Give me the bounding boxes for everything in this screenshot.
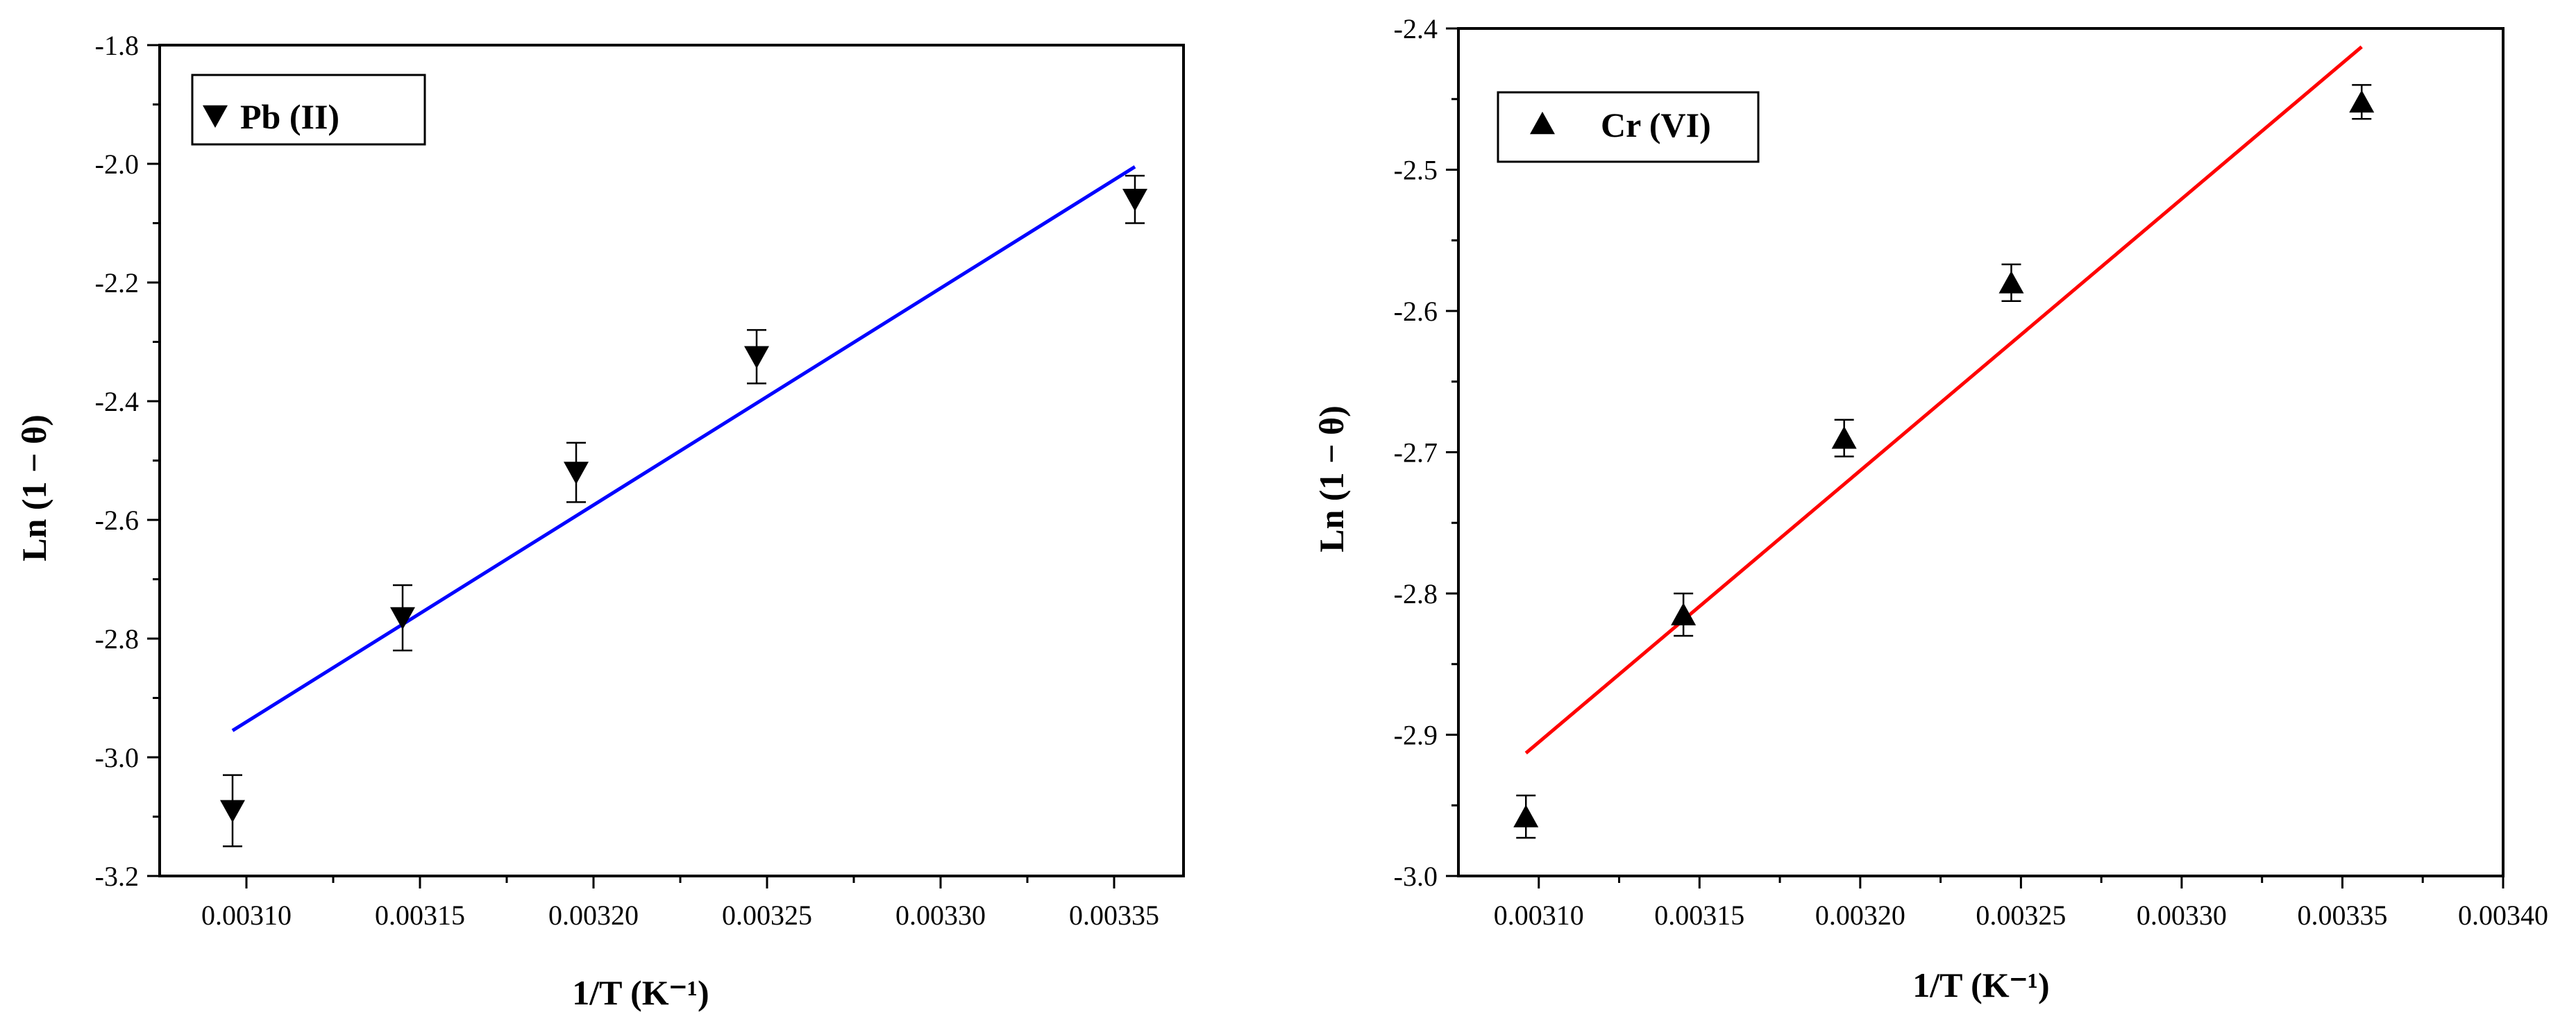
pb-y-axis-title: Ln (1 − θ) [15, 414, 53, 562]
pb-y-tick-label: -3.0 [95, 742, 139, 773]
cr-y-tick-label: -2.9 [1394, 720, 1438, 751]
cr-y-tick-label: -2.7 [1394, 437, 1438, 469]
cr-chart-panel: 1/T (K⁻¹) Ln (1 − θ) 0.00310 0.00315 0.003… [1312, 13, 2548, 1004]
cr-data-point [1513, 804, 1539, 827]
pb-legend-box [191, 74, 426, 146]
pb-plot-frame [158, 44, 1185, 877]
cr-data-point [1998, 271, 2024, 294]
pb-data-point [220, 800, 245, 823]
pb-chart-panel: 1/T (K⁻¹) Ln (1 − θ) 0.00310 0.00315 0.003… [15, 30, 1185, 1012]
pb-y-tick-label: -2.6 [95, 505, 139, 536]
cr-y-tick-label: -2.4 [1394, 13, 1438, 44]
pb-x-tick-label: 0.00330 [895, 900, 986, 931]
pb-legend-label: Pb (II) [240, 97, 339, 136]
pb-data-point [744, 346, 769, 369]
cr-x-tick-label: 0.00320 [1815, 900, 1905, 931]
cr-x-tick-label: 0.00330 [2137, 900, 2227, 931]
pb-y-tick-label: -3.2 [95, 861, 139, 892]
cr-data-point [2349, 90, 2375, 113]
pb-y-tick-label: -2.4 [95, 386, 139, 417]
pb-x-tick-label: 0.00315 [375, 900, 465, 931]
pb-y-tick-label: -2.8 [95, 623, 139, 655]
pb-y-tick-label: -1.8 [95, 30, 139, 61]
pb-x-tick-label: 0.00335 [1069, 900, 1159, 931]
cr-y-tick-label: -2.8 [1394, 578, 1438, 609]
cr-y-tick-label: -3.0 [1394, 861, 1438, 892]
cr-data-point [1831, 426, 1857, 449]
pb-data-point [390, 607, 415, 630]
cr-x-tick-label: 0.00340 [2458, 900, 2548, 931]
cr-y-axis-title: Ln (1 − θ) [1312, 405, 1351, 553]
cr-x-tick-label: 0.00310 [1494, 900, 1584, 931]
pb-x-tick-label: 0.00325 [722, 900, 812, 931]
pb-x-axis-title: 1/T (K⁻¹) [572, 973, 709, 1012]
pb-data-point [1122, 189, 1147, 212]
cr-x-tick-label: 0.00325 [1976, 900, 2066, 931]
cr-x-tick-label: 0.00315 [1654, 900, 1744, 931]
cr-legend-label: Cr (VI) [1601, 106, 1711, 144]
cr-y-tick-label: -2.5 [1394, 155, 1438, 186]
cr-y-tick-label: -2.6 [1394, 296, 1438, 327]
pb-data-point [564, 462, 589, 484]
cr-x-tick-label: 0.00335 [2297, 900, 2387, 931]
cr-x-axis-title: 1/T (K⁻¹) [1912, 966, 2049, 1004]
cr-fit-line [1524, 45, 2363, 755]
pb-x-tick-label: 0.00320 [548, 900, 639, 931]
cr-legend-marker [1530, 111, 1555, 135]
pb-x-tick-label: 0.00310 [201, 900, 292, 931]
cr-data-point [1671, 603, 1697, 625]
pb-y-tick-label: -2.0 [95, 149, 139, 180]
pb-legend-marker [203, 105, 228, 128]
pb-fit-line [231, 165, 1136, 732]
pb-y-tick-label: -2.2 [95, 267, 139, 298]
